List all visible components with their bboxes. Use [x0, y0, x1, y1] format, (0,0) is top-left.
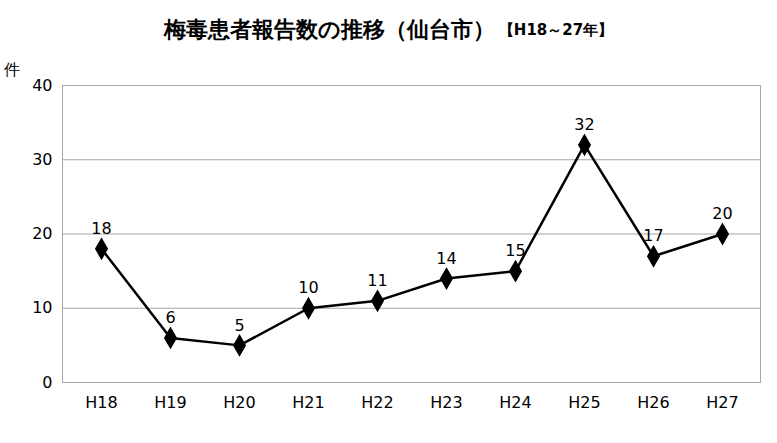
svg-text:40: 40	[32, 76, 52, 95]
svg-text:H21: H21	[292, 393, 324, 412]
svg-text:H18: H18	[85, 393, 117, 412]
svg-text:30: 30	[32, 150, 52, 169]
svg-text:H23: H23	[430, 393, 462, 412]
svg-text:件: 件	[4, 60, 20, 79]
svg-text:20: 20	[712, 204, 732, 223]
svg-text:H24: H24	[499, 393, 531, 412]
svg-text:H19: H19	[154, 393, 186, 412]
svg-text:17: 17	[643, 226, 663, 245]
svg-text:H22: H22	[361, 393, 393, 412]
svg-text:5: 5	[234, 315, 244, 334]
svg-text:H25: H25	[568, 393, 600, 412]
html-text:梅毒患者報告数の推移（仙台市）【H18～27年】: 梅毒患者報告数の推移（仙台市）【H18～27年】	[163, 17, 614, 42]
svg-text:14: 14	[436, 249, 456, 268]
svg-text:10: 10	[298, 278, 318, 297]
svg-text:20: 20	[32, 224, 52, 243]
svg-text:0: 0	[42, 373, 52, 392]
svg-text:10: 10	[32, 298, 52, 317]
svg-text:H27: H27	[706, 393, 738, 412]
svg-text:H20: H20	[223, 393, 255, 412]
svg-text:18: 18	[91, 219, 111, 238]
svg-text:15: 15	[505, 241, 525, 260]
svg-text:H26: H26	[637, 393, 669, 412]
svg-text:32: 32	[574, 115, 594, 134]
svg-text:11: 11	[367, 271, 387, 290]
svg-text:6: 6	[165, 308, 175, 327]
